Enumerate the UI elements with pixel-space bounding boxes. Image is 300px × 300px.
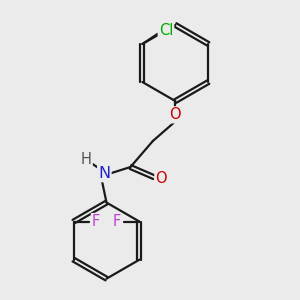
- Text: O: O: [169, 107, 181, 122]
- Text: F: F: [92, 214, 100, 229]
- Text: N: N: [98, 166, 110, 181]
- Text: O: O: [155, 172, 167, 187]
- Text: Cl: Cl: [159, 23, 173, 38]
- Text: F: F: [113, 214, 121, 229]
- Text: H: H: [81, 152, 92, 166]
